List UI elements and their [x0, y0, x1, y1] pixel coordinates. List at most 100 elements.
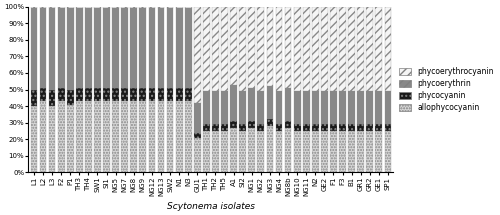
Bar — [303, 131, 310, 172]
Bar — [258, 91, 264, 124]
Bar — [194, 103, 200, 133]
Bar — [40, 88, 46, 101]
Bar — [348, 124, 355, 131]
Bar — [176, 88, 182, 101]
Bar — [185, 7, 192, 8]
Bar — [212, 91, 219, 124]
Bar — [76, 88, 82, 101]
Bar — [330, 91, 337, 124]
Bar — [330, 7, 337, 91]
Bar — [148, 88, 156, 101]
Bar — [303, 7, 310, 91]
Bar — [58, 7, 64, 8]
Bar — [240, 131, 246, 172]
Bar — [130, 7, 137, 8]
Bar — [148, 7, 156, 8]
Bar — [94, 7, 101, 8]
Bar — [94, 101, 101, 172]
Bar — [339, 7, 346, 91]
Bar — [103, 101, 110, 172]
Bar — [158, 101, 164, 172]
Bar — [294, 124, 300, 131]
Bar — [276, 131, 282, 172]
Bar — [148, 101, 156, 172]
Bar — [103, 88, 110, 101]
Bar — [376, 91, 382, 124]
Bar — [67, 90, 73, 104]
Bar — [166, 101, 173, 172]
Bar — [348, 7, 355, 91]
Bar — [203, 7, 210, 91]
Bar — [67, 104, 73, 172]
Bar — [140, 101, 146, 172]
Bar — [248, 128, 255, 172]
Bar — [376, 131, 382, 172]
Bar — [122, 7, 128, 8]
Bar — [85, 7, 92, 8]
Bar — [58, 8, 64, 88]
Bar — [166, 7, 173, 8]
Bar — [67, 8, 73, 90]
Bar — [166, 88, 173, 101]
Bar — [30, 7, 38, 8]
Bar — [140, 7, 146, 8]
Bar — [48, 90, 56, 106]
Bar — [358, 91, 364, 124]
Bar — [30, 106, 38, 172]
Bar — [339, 124, 346, 131]
Bar — [348, 91, 355, 124]
Bar — [176, 101, 182, 172]
Bar — [366, 7, 373, 91]
Bar — [230, 121, 237, 128]
Bar — [330, 131, 337, 172]
Bar — [122, 101, 128, 172]
Bar — [94, 88, 101, 101]
Bar — [284, 7, 292, 88]
Bar — [358, 7, 364, 91]
Bar — [240, 124, 246, 131]
Bar — [158, 7, 164, 8]
Bar — [212, 7, 219, 91]
Bar — [212, 124, 219, 131]
Bar — [221, 7, 228, 91]
Bar — [76, 7, 82, 8]
Bar — [194, 138, 200, 172]
Bar — [339, 91, 346, 124]
Bar — [248, 88, 255, 121]
Bar — [58, 101, 64, 172]
Bar — [85, 8, 92, 88]
Bar — [339, 131, 346, 172]
Bar — [248, 121, 255, 128]
Bar — [294, 131, 300, 172]
Bar — [312, 124, 318, 131]
X-axis label: Scytonema isolates: Scytonema isolates — [167, 202, 255, 211]
Bar — [312, 131, 318, 172]
Bar — [140, 88, 146, 101]
Bar — [185, 88, 192, 101]
Bar — [40, 7, 46, 8]
Bar — [40, 8, 46, 88]
Bar — [158, 88, 164, 101]
Bar — [130, 88, 137, 101]
Bar — [384, 131, 392, 172]
Bar — [258, 131, 264, 172]
Bar — [266, 86, 274, 119]
Bar — [266, 7, 274, 86]
Bar — [230, 7, 237, 84]
Bar — [358, 124, 364, 131]
Bar — [276, 124, 282, 131]
Bar — [148, 8, 156, 88]
Bar — [176, 7, 182, 8]
Bar — [48, 7, 56, 8]
Bar — [67, 7, 73, 8]
Bar — [248, 7, 255, 88]
Bar — [112, 101, 119, 172]
Bar — [194, 7, 200, 103]
Bar — [85, 101, 92, 172]
Bar — [122, 88, 128, 101]
Bar — [366, 91, 373, 124]
Bar — [203, 91, 210, 124]
Bar — [294, 7, 300, 91]
Bar — [321, 7, 328, 91]
Bar — [122, 8, 128, 88]
